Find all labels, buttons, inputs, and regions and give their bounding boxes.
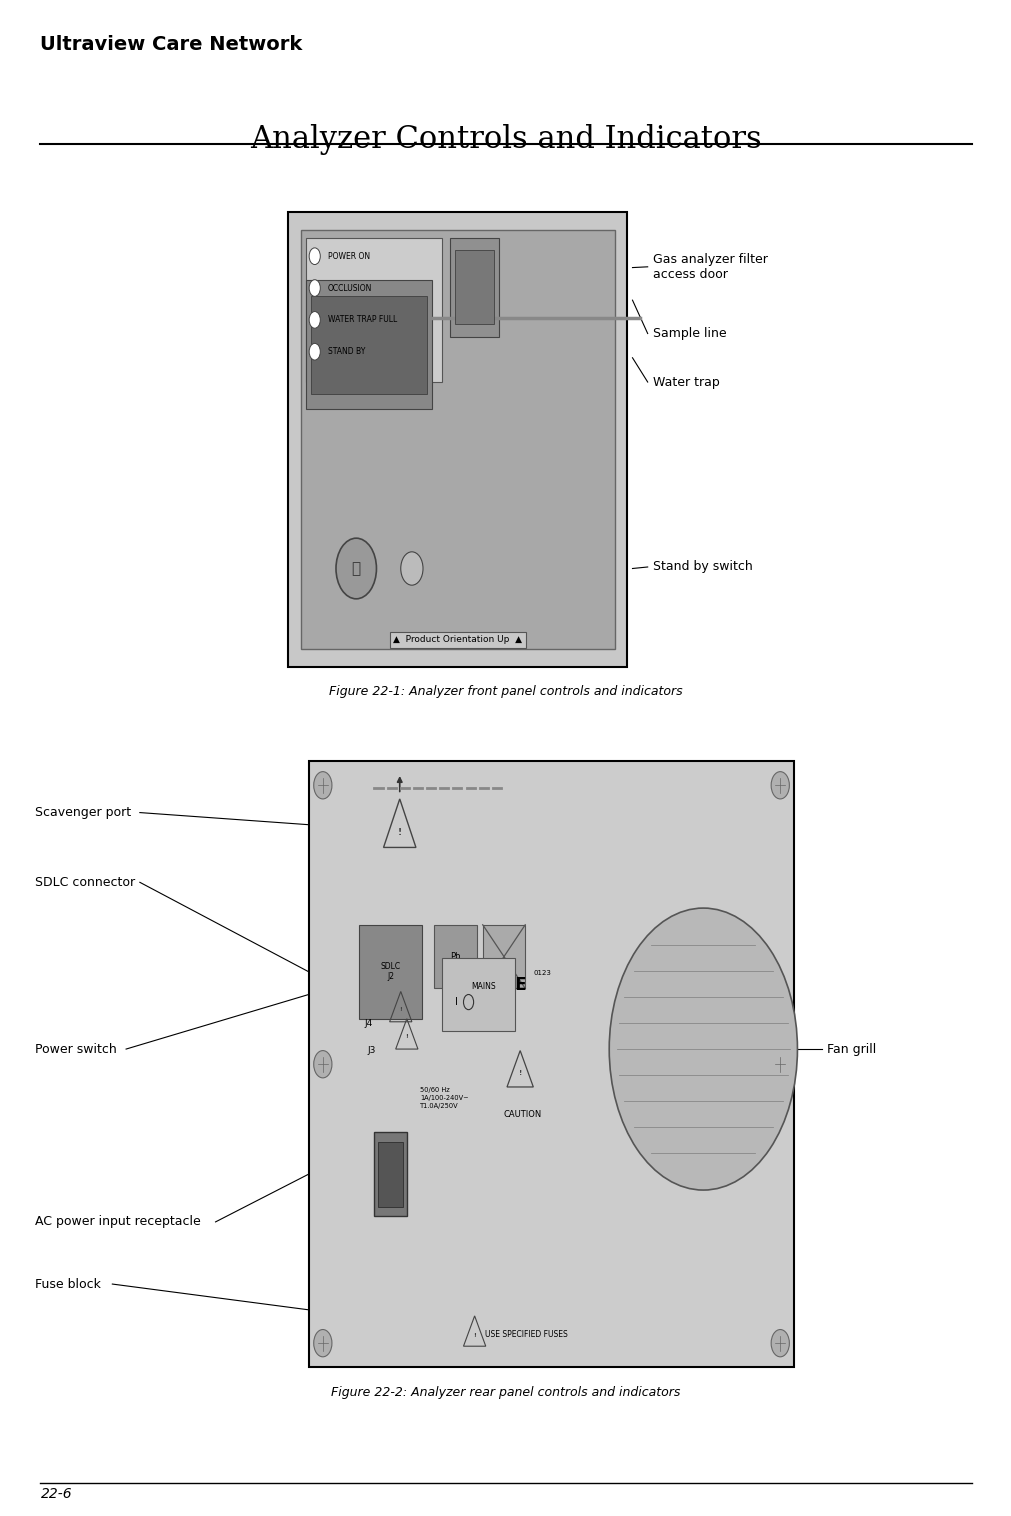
Text: !: ! (399, 1007, 401, 1013)
Text: !: ! (397, 828, 401, 837)
Text: J3: J3 (367, 1046, 375, 1055)
FancyBboxPatch shape (434, 925, 476, 988)
Text: Figure 22-2: Analyzer rear panel controls and indicators: Figure 22-2: Analyzer rear panel control… (331, 1386, 680, 1399)
Text: !: ! (518, 1070, 522, 1076)
Text: SDLC connector: SDLC connector (35, 876, 135, 888)
Text: Stand by switch: Stand by switch (652, 561, 752, 573)
Circle shape (313, 772, 332, 799)
Text: Pb: Pb (450, 952, 460, 961)
Text: Sample line: Sample line (652, 327, 726, 340)
FancyBboxPatch shape (450, 238, 498, 337)
FancyBboxPatch shape (310, 296, 427, 394)
FancyBboxPatch shape (482, 925, 525, 988)
Circle shape (770, 772, 789, 799)
Text: Scavenger port: Scavenger port (35, 807, 131, 819)
Circle shape (309, 247, 319, 264)
FancyBboxPatch shape (442, 958, 515, 1031)
Circle shape (309, 312, 319, 329)
Text: ▲  Product Orientation Up  ▲: ▲ Product Orientation Up ▲ (393, 635, 522, 644)
Text: CE: CE (502, 976, 526, 994)
Circle shape (400, 552, 423, 585)
Text: J4: J4 (364, 1019, 372, 1028)
Circle shape (313, 1330, 332, 1357)
Circle shape (770, 1330, 789, 1357)
Text: Fan grill: Fan grill (826, 1043, 876, 1055)
Circle shape (309, 344, 319, 361)
Circle shape (309, 280, 319, 297)
FancyBboxPatch shape (308, 761, 794, 1367)
FancyBboxPatch shape (359, 925, 422, 1019)
Text: Power switch: Power switch (35, 1043, 117, 1055)
Text: CAUTION: CAUTION (503, 1110, 542, 1119)
Text: !: ! (405, 1034, 407, 1040)
Text: ⏻: ⏻ (351, 561, 361, 576)
Text: 0123: 0123 (533, 970, 551, 976)
FancyBboxPatch shape (300, 230, 615, 649)
Text: 50/60 Hz
1A/100-240V~
T1.0A/250V: 50/60 Hz 1A/100-240V~ T1.0A/250V (420, 1087, 468, 1110)
Text: Figure 22-1: Analyzer front panel controls and indicators: Figure 22-1: Analyzer front panel contro… (329, 685, 682, 699)
Text: Ultraview Care Network: Ultraview Care Network (40, 35, 302, 55)
FancyBboxPatch shape (305, 280, 432, 409)
FancyBboxPatch shape (288, 212, 627, 667)
FancyBboxPatch shape (455, 250, 493, 324)
Text: POWER ON: POWER ON (328, 252, 370, 261)
FancyBboxPatch shape (305, 238, 442, 382)
FancyBboxPatch shape (378, 1142, 402, 1207)
Text: OCCLUSION: OCCLUSION (328, 283, 372, 293)
Text: Fuse block: Fuse block (35, 1278, 101, 1290)
Text: Analyzer Controls and Indicators: Analyzer Controls and Indicators (250, 124, 761, 155)
Circle shape (313, 1051, 332, 1078)
FancyBboxPatch shape (374, 1132, 406, 1216)
Text: 22-6: 22-6 (40, 1487, 72, 1501)
Circle shape (336, 538, 376, 599)
Circle shape (609, 908, 797, 1190)
Text: USE SPECIFIED FUSES: USE SPECIFIED FUSES (484, 1330, 567, 1339)
Text: I: I (455, 998, 457, 1007)
Circle shape (770, 1051, 789, 1078)
Text: AC power input receptacle: AC power input receptacle (35, 1216, 201, 1228)
Text: SDLC
J2: SDLC J2 (380, 963, 400, 981)
Text: MAINS: MAINS (471, 982, 495, 991)
Text: Water trap: Water trap (652, 376, 719, 388)
Text: !: ! (473, 1333, 475, 1339)
Text: WATER TRAP FULL: WATER TRAP FULL (328, 315, 396, 324)
Text: Gas analyzer filter
access door: Gas analyzer filter access door (652, 253, 767, 280)
Text: STAND BY: STAND BY (328, 347, 365, 356)
